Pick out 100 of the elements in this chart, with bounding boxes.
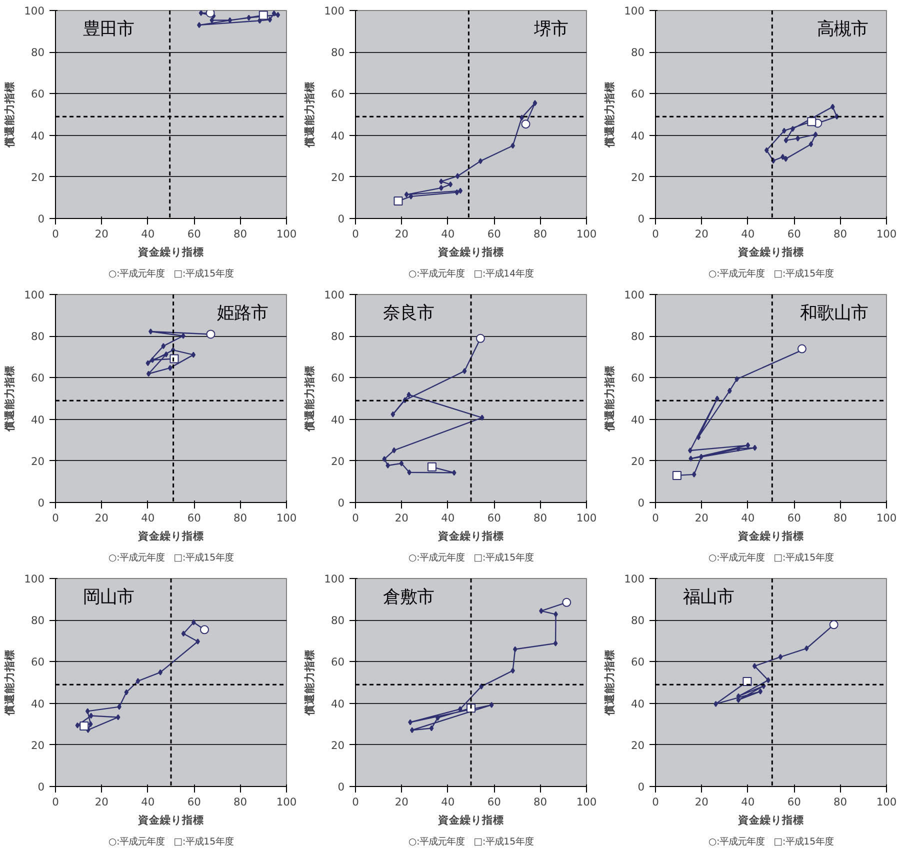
y-axis-title: 償還能力指標 bbox=[3, 650, 16, 716]
x-axis-title: 資金繰り指標 bbox=[437, 530, 504, 542]
x-tick-label: 20 bbox=[94, 228, 109, 240]
x-tick-label: 20 bbox=[394, 512, 409, 524]
x-axis-title: 資金繰り指標 bbox=[737, 530, 804, 542]
x-tick-label: 40 bbox=[141, 796, 155, 808]
y-tick-label: 100 bbox=[324, 4, 345, 18]
x-axis-title: 資金繰り指標 bbox=[137, 246, 204, 258]
x-tick-label: 100 bbox=[576, 228, 597, 240]
x-tick-label: 100 bbox=[876, 228, 897, 240]
x-tick-label: 80 bbox=[534, 512, 548, 524]
x-tick-label: 60 bbox=[487, 796, 502, 808]
x-tick-label: 0 bbox=[52, 512, 60, 524]
y-axis-title: 償還能力指標 bbox=[3, 82, 16, 148]
x-tick-label: 0 bbox=[52, 228, 60, 240]
x-tick-label: 0 bbox=[352, 512, 360, 524]
x-tick-label: 40 bbox=[141, 228, 155, 240]
y-axis-title: 償還能力指標 bbox=[3, 366, 16, 432]
y-tick-label: 20 bbox=[330, 738, 345, 752]
y-tick-label: 20 bbox=[30, 738, 45, 752]
text: 堺市 bbox=[533, 20, 568, 40]
text: 高槻市 bbox=[817, 20, 868, 40]
x-tick-label: 80 bbox=[834, 228, 848, 240]
x-tick-label: 60 bbox=[487, 228, 502, 240]
x-tick-label: 60 bbox=[187, 228, 202, 240]
x-tick-label: 60 bbox=[187, 796, 202, 808]
y-tick-label: 80 bbox=[330, 46, 345, 60]
text: 和歌山市 bbox=[800, 304, 868, 324]
text: ○:平成元年度 □:平成15年度 bbox=[708, 552, 834, 564]
y-tick-label: 80 bbox=[630, 614, 645, 628]
text: ○:平成元年度 □:平成15年度 bbox=[408, 552, 534, 564]
x-axis-title: 資金繰り指標 bbox=[137, 530, 204, 542]
y-tick-label: 100 bbox=[324, 288, 345, 302]
y-tick-label: 80 bbox=[330, 614, 345, 628]
y-tick-label: 60 bbox=[330, 372, 345, 385]
x-tick-label: 100 bbox=[876, 796, 897, 808]
y-tick-label: 40 bbox=[330, 697, 345, 710]
y-tick-label: 20 bbox=[330, 170, 345, 184]
y-tick-label: 20 bbox=[30, 454, 45, 468]
x-tick-label: 80 bbox=[534, 228, 548, 240]
y-tick-label: 0 bbox=[638, 212, 645, 226]
text: ○:平成元年度 □:平成15年度 bbox=[108, 552, 234, 564]
text: ○:平成元年度 □:平成14年度 bbox=[408, 268, 534, 280]
x-tick-label: 80 bbox=[234, 796, 248, 808]
y-tick-label: 100 bbox=[624, 4, 645, 18]
text: 奈良市 bbox=[383, 304, 434, 324]
x-tick-label: 40 bbox=[441, 796, 455, 808]
x-tick-label: 20 bbox=[694, 512, 709, 524]
y-tick-label: 0 bbox=[338, 496, 345, 510]
y-tick-label: 40 bbox=[630, 413, 645, 426]
x-tick-label: 100 bbox=[276, 796, 297, 808]
text: ○:平成元年度 □:平成15年度 bbox=[108, 836, 234, 848]
y-tick-label: 60 bbox=[330, 656, 345, 669]
y-tick-label: 60 bbox=[30, 656, 45, 669]
x-tick-label: 40 bbox=[141, 512, 155, 524]
y-tick-label: 40 bbox=[630, 129, 645, 142]
y-tick-label: 40 bbox=[630, 697, 645, 710]
y-tick-label: 40 bbox=[30, 129, 45, 142]
x-tick-label: 100 bbox=[276, 512, 297, 524]
text: 福山市 bbox=[683, 588, 734, 608]
x-tick-label: 60 bbox=[787, 512, 802, 524]
x-tick-label: 0 bbox=[52, 796, 60, 808]
y-tick-label: 20 bbox=[630, 454, 645, 468]
y-tick-label: 80 bbox=[330, 330, 345, 344]
x-tick-label: 0 bbox=[652, 796, 660, 808]
y-tick-label: 60 bbox=[630, 372, 645, 385]
y-tick-label: 80 bbox=[630, 330, 645, 344]
y-tick-label: 0 bbox=[38, 496, 45, 510]
x-tick-label: 80 bbox=[834, 512, 848, 524]
text: ○:平成元年度 □:平成15年度 bbox=[708, 836, 834, 848]
y-tick-label: 100 bbox=[24, 4, 45, 18]
x-tick-label: 100 bbox=[276, 228, 297, 240]
x-tick-label: 20 bbox=[94, 512, 109, 524]
y-tick-label: 100 bbox=[624, 288, 645, 302]
y-axis-title: 償還能力指標 bbox=[603, 82, 616, 148]
x-tick-label: 80 bbox=[234, 512, 248, 524]
x-axis-title: 資金繰り指標 bbox=[437, 814, 504, 826]
y-tick-label: 0 bbox=[638, 780, 645, 794]
x-tick-label: 100 bbox=[876, 512, 897, 524]
y-tick-label: 60 bbox=[630, 88, 645, 101]
y-tick-label: 60 bbox=[30, 88, 45, 101]
y-tick-label: 40 bbox=[330, 413, 345, 426]
x-tick-label: 20 bbox=[694, 796, 709, 808]
x-tick-label: 60 bbox=[487, 512, 502, 524]
y-tick-label: 80 bbox=[630, 46, 645, 60]
y-tick-label: 20 bbox=[330, 454, 345, 468]
y-tick-label: 40 bbox=[330, 129, 345, 142]
x-tick-label: 20 bbox=[94, 796, 109, 808]
text: 倉敷市 bbox=[383, 588, 434, 608]
x-tick-label: 80 bbox=[834, 796, 848, 808]
x-axis-title: 資金繰り指標 bbox=[437, 246, 504, 258]
y-tick-label: 100 bbox=[24, 572, 45, 586]
y-tick-label: 40 bbox=[30, 697, 45, 710]
x-tick-label: 40 bbox=[741, 228, 755, 240]
x-axis-title: 資金繰り指標 bbox=[737, 814, 804, 826]
x-tick-label: 60 bbox=[187, 512, 202, 524]
text: ○:平成元年度 □:平成15年度 bbox=[408, 836, 534, 848]
y-tick-label: 80 bbox=[30, 46, 45, 60]
text: ○:平成元年度 □:平成15年度 bbox=[708, 268, 834, 280]
y-axis-title: 償還能力指標 bbox=[603, 650, 616, 716]
